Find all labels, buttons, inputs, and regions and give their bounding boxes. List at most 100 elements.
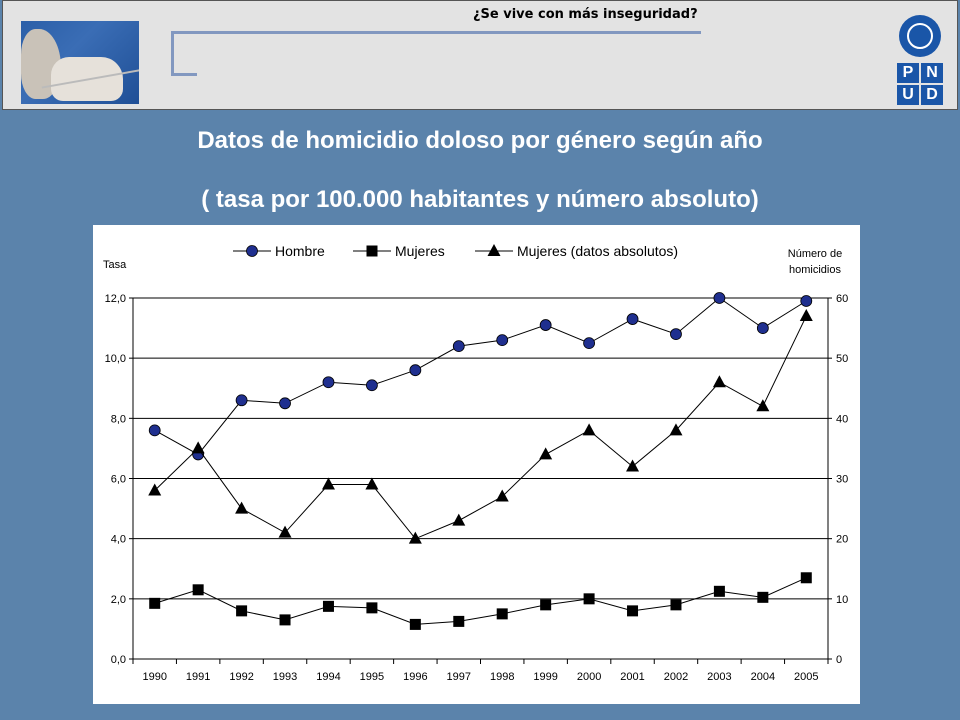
- chart-panel: 0,0 0 2,0 10 4,0 20 6,0 30 8,0 40 10,0 50 12,0 60 1990…: [93, 225, 860, 704]
- data-point: [799, 309, 813, 322]
- data-point: [670, 328, 682, 340]
- x-tick-label: 2001: [620, 671, 644, 683]
- data-point: [712, 375, 726, 388]
- data-point: [713, 292, 726, 304]
- legend-marker: [246, 245, 258, 257]
- x-tick-label: 1991: [186, 671, 210, 683]
- page-title: Datos de homicidio doloso por género seg…: [197, 127, 763, 154]
- series-line: [154, 297, 807, 456]
- x-tick-label: 1996: [403, 671, 427, 683]
- un-emblem-icon: [899, 15, 941, 57]
- x-tick-label: 1990: [142, 671, 166, 683]
- data-point: [583, 337, 595, 350]
- data-point: [670, 599, 682, 611]
- data-point: [366, 379, 378, 392]
- y-right-axis-label: homicidios: [789, 264, 841, 276]
- data-point: [583, 593, 595, 605]
- x-tick-label: 1994: [316, 671, 340, 683]
- x-tick-label: 1998: [490, 671, 514, 683]
- header-rule: [171, 31, 701, 34]
- series-line: [154, 577, 807, 625]
- data-point: [365, 477, 379, 490]
- y-right-axis-label: Número de: [788, 248, 842, 260]
- homicide-chart: 0,0 0 2,0 10 4,0 20 6,0 30 8,0 40 10,0 50 12,0 60 1990…: [103, 243, 848, 683]
- y-left-tick-label: 0,0: [111, 654, 126, 666]
- y-left-tick-label: 10,0: [105, 353, 126, 365]
- data-point: [236, 605, 248, 617]
- data-point: [626, 313, 639, 325]
- data-point: [235, 394, 248, 407]
- legend-marker: [487, 244, 501, 256]
- x-tick-label: 1995: [360, 671, 384, 683]
- y-left-tick-label: 8,0: [111, 413, 126, 425]
- data-point: [452, 340, 465, 353]
- legend-marker: [366, 245, 378, 257]
- data-point: [191, 441, 205, 454]
- data-point: [669, 423, 683, 436]
- y-left-axis-label: Tasa: [103, 259, 127, 271]
- x-tick-label: 2003: [707, 671, 731, 683]
- y-right-tick-label: 0: [836, 654, 842, 666]
- data-point: [540, 599, 552, 611]
- y-right-tick-label: 40: [836, 413, 848, 425]
- undp-logo: P N U D: [895, 15, 945, 105]
- data-point: [756, 322, 769, 334]
- x-tick-label: 1999: [533, 671, 557, 683]
- data-point: [539, 319, 552, 331]
- y-right-tick-label: 20: [836, 534, 848, 546]
- data-point: [626, 459, 640, 472]
- data-point: [756, 399, 770, 412]
- data-point: [496, 608, 508, 620]
- data-point: [453, 615, 465, 627]
- y-left-tick-label: 2,0: [111, 594, 126, 606]
- legend-label: Mujeres: [395, 243, 445, 259]
- data-point: [713, 585, 725, 597]
- header-bar: ¿Se vive con más inseguridad? P N U D: [2, 0, 958, 110]
- data-point: [322, 600, 334, 612]
- y-left-tick-label: 6,0: [111, 474, 126, 486]
- data-point: [496, 334, 509, 347]
- header-subtitle: ¿Se vive con más inseguridad?: [473, 7, 698, 22]
- data-point: [800, 572, 812, 584]
- logo-letter: N: [921, 63, 943, 83]
- data-point: [321, 477, 335, 490]
- x-tick-label: 2002: [664, 671, 688, 683]
- data-point: [800, 295, 813, 307]
- logo-letter: P: [897, 63, 919, 83]
- x-tick-label: 2005: [794, 671, 818, 683]
- data-point: [148, 483, 162, 496]
- data-point: [627, 605, 639, 617]
- legend-label: Mujeres (datos absolutos): [517, 243, 678, 259]
- data-point: [235, 501, 249, 514]
- data-point: [366, 602, 378, 614]
- data-point: [322, 376, 335, 389]
- data-point: [452, 513, 466, 526]
- header-photo: [21, 21, 139, 104]
- logo-letter: D: [921, 85, 943, 105]
- data-point: [148, 424, 161, 437]
- data-point: [279, 614, 291, 626]
- y-right-tick-label: 60: [836, 293, 848, 305]
- y-right-tick-label: 50: [836, 353, 848, 365]
- x-tick-label: 2004: [751, 671, 775, 683]
- x-tick-label: 1997: [447, 671, 471, 683]
- data-point: [278, 525, 292, 538]
- data-point: [409, 364, 422, 377]
- y-left-tick-label: 12,0: [105, 293, 126, 305]
- legend-label: Hombre: [275, 243, 325, 259]
- x-tick-label: 1993: [273, 671, 297, 683]
- logo-letter: U: [897, 85, 919, 105]
- data-point: [757, 591, 769, 603]
- data-point: [279, 397, 291, 410]
- data-point: [192, 584, 204, 596]
- data-point: [149, 597, 161, 609]
- series-line: [154, 315, 807, 540]
- x-tick-label: 2000: [577, 671, 601, 683]
- page-subtitle: ( tasa por 100.000 habitantes y número a…: [201, 186, 759, 213]
- x-tick-label: 1992: [229, 671, 253, 683]
- y-right-tick-label: 30: [836, 474, 848, 486]
- data-point: [539, 447, 553, 460]
- y-right-tick-label: 10: [836, 594, 848, 606]
- data-point: [409, 618, 421, 630]
- header-rule-bottom: [171, 73, 197, 76]
